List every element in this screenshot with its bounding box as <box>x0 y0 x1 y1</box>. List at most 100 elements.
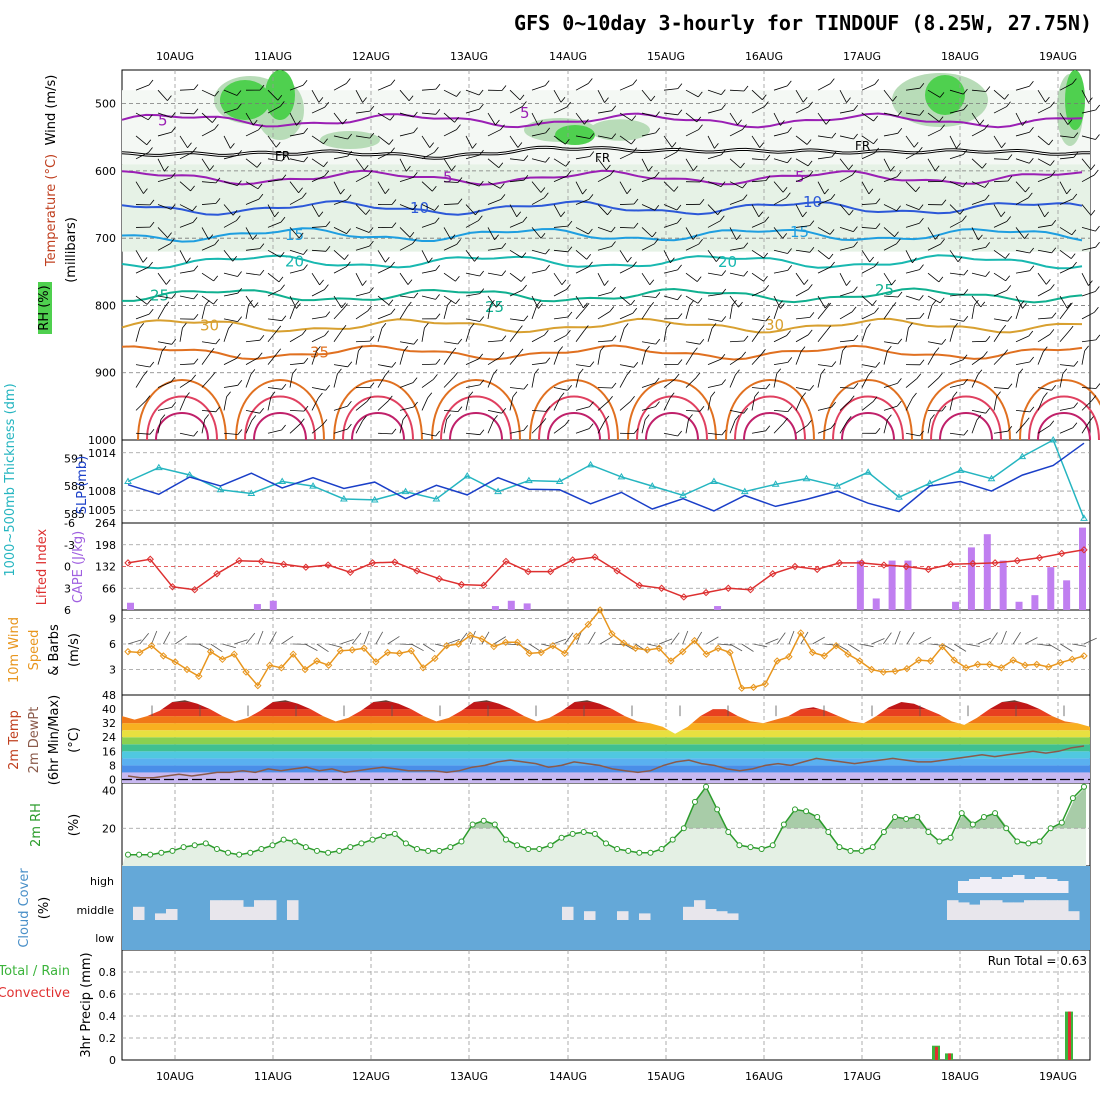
wind-speed-line-marker <box>513 638 522 647</box>
thickness-line-marker <box>494 487 502 495</box>
wind-barb <box>487 129 501 137</box>
rh-blob-mid <box>590 119 650 141</box>
wind-barb <box>1015 197 1029 205</box>
wind-barb <box>575 406 590 411</box>
wind-barb <box>355 110 370 114</box>
wind-barb-flag <box>479 316 485 322</box>
wind-barb-10m <box>269 631 277 645</box>
wind-barb-flag <box>976 414 982 421</box>
wind-speed-line-marker <box>525 649 533 658</box>
wind-barb-flag <box>1095 134 1100 140</box>
wind-barb <box>883 132 898 137</box>
rh2m-line-marker <box>703 783 710 790</box>
wind-barb <box>839 89 847 103</box>
cape-bar <box>1047 567 1055 610</box>
wind-barb <box>355 401 368 411</box>
wind-barb-flag <box>387 395 393 402</box>
wind-barb <box>883 383 898 388</box>
wind-barb <box>333 364 348 368</box>
wind-barb-flag <box>940 238 945 245</box>
wind-barb <box>1015 295 1023 309</box>
wind10m-barbs-label: & Barbs <box>47 624 62 676</box>
thickness-line <box>127 438 1085 519</box>
wind-barb <box>421 181 433 192</box>
wind-barb-flag <box>545 357 551 364</box>
wind-barb <box>377 181 386 194</box>
wind-barb <box>883 176 898 183</box>
date-label-bottom: 11AUG <box>254 1070 292 1083</box>
thermal-contour <box>333 379 423 441</box>
wind-barb-flag <box>325 311 331 317</box>
wind-barb-flag <box>389 114 395 121</box>
high-cloud-bar <box>1002 877 1014 893</box>
wind-barb <box>553 334 567 343</box>
slp-tick-label: 1005 <box>88 504 116 517</box>
wind-barb <box>575 181 583 195</box>
wind-barb-flag <box>654 238 659 245</box>
date-label-top: 19AUG <box>1039 50 1077 63</box>
wind-barb <box>707 432 722 436</box>
thermal-contour <box>645 412 699 441</box>
wind-barb-flag <box>787 357 793 363</box>
wind-barb <box>751 180 767 183</box>
wind-barb <box>861 312 875 320</box>
wind-barb <box>949 432 964 436</box>
wind-barb-flag <box>807 160 813 167</box>
thickness-line-marker <box>864 468 873 475</box>
wind-barb-flag <box>826 302 832 309</box>
wind-barb-10m <box>304 643 318 651</box>
wind-barb <box>223 384 238 388</box>
wind-barb <box>355 89 363 103</box>
wind-barb-flag <box>298 232 304 239</box>
wind-barb-flag <box>655 111 660 117</box>
thermal-contour <box>529 379 619 441</box>
wind-barb-10m <box>1036 643 1051 647</box>
wind-barb-10m <box>859 643 874 648</box>
wind-barb-flag <box>677 83 683 89</box>
lifted-index-line-marker <box>835 559 844 567</box>
wind-barb <box>245 357 259 366</box>
wind-barb <box>751 106 765 114</box>
wind-barb <box>641 132 656 137</box>
wind-barb-flag <box>324 102 330 108</box>
lifted-index-line-marker <box>391 558 399 566</box>
wind-speed-line-marker <box>431 654 439 663</box>
temp-band <box>122 744 1090 752</box>
wind-barb <box>201 295 214 305</box>
wind-barb-flag <box>627 256 632 263</box>
thickness-line-marker <box>771 480 780 487</box>
wind-barb <box>839 339 854 343</box>
wind-speed-line-marker <box>159 652 168 660</box>
wind-barb <box>795 135 808 145</box>
lifted-index-line-marker <box>813 565 821 574</box>
wind-barb-flag <box>237 380 243 386</box>
wind-speed-line-marker <box>419 664 427 672</box>
wind-speed-line-marker <box>572 632 581 641</box>
li-tick-label: -3 <box>64 539 75 552</box>
wind-barb <box>157 177 172 183</box>
rh2m-line-marker <box>302 844 309 851</box>
wind-barb <box>465 396 470 411</box>
wind-barb-flag <box>1024 417 1030 424</box>
wind-barb-flag <box>413 338 419 345</box>
wind-barb <box>685 243 699 251</box>
lifted-index-line-marker <box>346 568 355 577</box>
wind-barb-flag <box>256 162 262 168</box>
wind-speed-line-marker <box>372 658 380 666</box>
cape-bar <box>127 602 134 610</box>
temp-band <box>122 751 1090 759</box>
wind-barb <box>223 108 238 114</box>
thickness-line-marker <box>247 489 256 496</box>
wind-barb-flag <box>1007 154 1013 160</box>
wind-barb-flag <box>1067 119 1073 125</box>
wind-barb <box>355 135 370 139</box>
wind-barb <box>729 356 742 365</box>
wind-barb <box>1059 330 1070 343</box>
temp-contour-label: 20 <box>285 253 304 271</box>
wind-barb-flag <box>318 392 323 399</box>
thermal-contour <box>627 379 717 441</box>
wind-barb-flag <box>980 301 986 308</box>
wind-barb-flag <box>801 392 807 398</box>
wind-barb <box>751 204 760 217</box>
